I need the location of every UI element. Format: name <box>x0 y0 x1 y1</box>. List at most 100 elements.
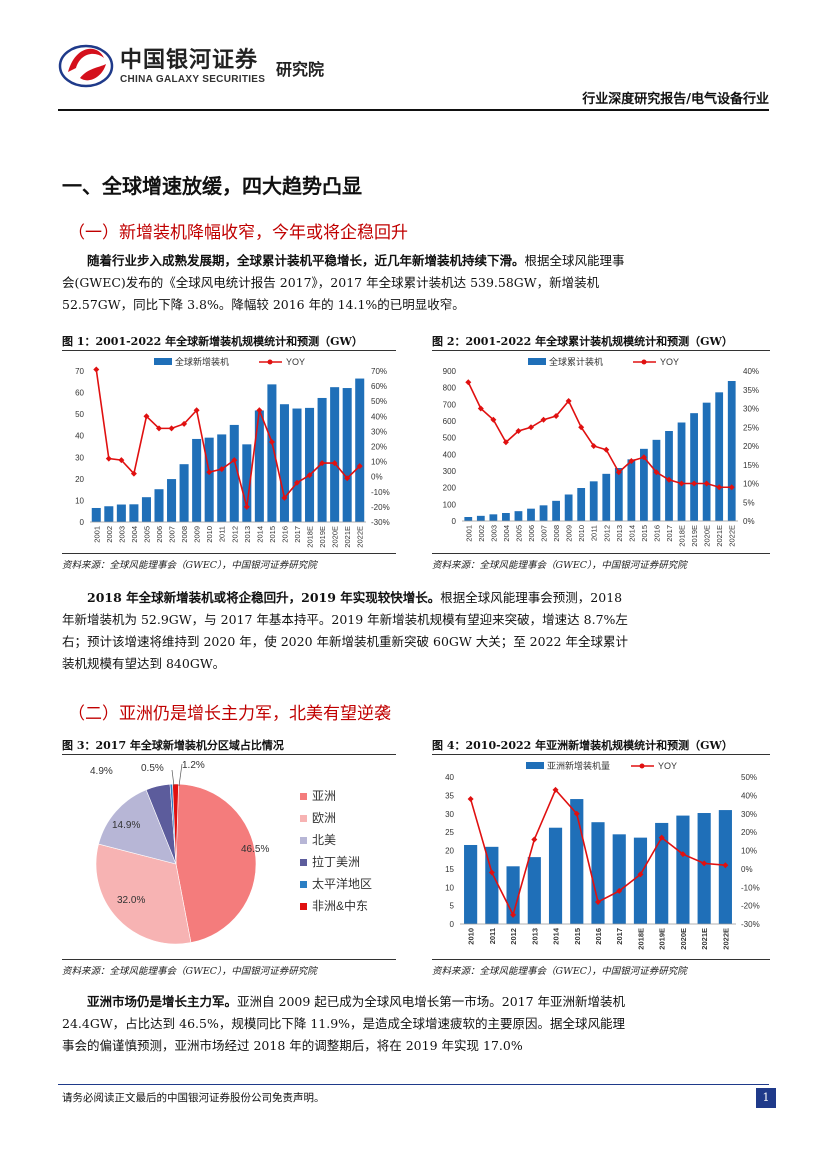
y-right-tick: 30% <box>743 405 759 414</box>
yoy-point <box>510 911 517 918</box>
yoy-point <box>281 494 288 501</box>
paragraph-1: 随着行业步入成熟发展期，全球累计装机平稳增长，近几年新增装机持续下滑。根据全球风… <box>62 250 630 316</box>
y-right-tick: 30% <box>741 810 757 819</box>
legend-line-label: YOY <box>286 357 305 367</box>
fig3-chart: 46.5% 32.0% 14.9% 4.9% 0.5% 1.2% 亚洲欧洲北美拉丁美洲太平洋… <box>90 760 372 945</box>
fig4-rule <box>432 754 770 755</box>
bar <box>665 431 673 521</box>
yoy-point <box>666 476 672 483</box>
fig4-source: 资料来源：全球风能理事会（GWEC），中国银河证券研究院 <box>432 966 687 977</box>
bar <box>242 444 252 522</box>
x-tick-label: 2019E <box>318 526 327 548</box>
legend-line-marker <box>639 763 645 769</box>
x-tick-label: 2014 <box>255 526 264 543</box>
x-tick-label: 2018E <box>306 526 315 548</box>
x-tick-label: 2011 <box>488 928 497 944</box>
pie-label: 14.9% <box>112 820 140 831</box>
bar <box>614 468 623 521</box>
fig1-title: 图 1：2001-2022 年全球新增装机规模统计和预测（GW） <box>62 335 363 348</box>
bar <box>502 513 510 521</box>
y-left-tick: 800 <box>443 384 457 393</box>
y-left-tick: 100 <box>443 500 457 509</box>
x-tick-label: 2007 <box>168 526 177 543</box>
yoy-point <box>168 425 175 432</box>
section-title: 一、全球增速放缓，四大趋势凸显 <box>62 174 362 198</box>
yoy-point <box>118 457 125 464</box>
x-tick-label: 2022E <box>356 526 365 548</box>
x-tick-label: 2016 <box>652 525 661 542</box>
y-right-tick: 15% <box>743 461 759 470</box>
pie-leader <box>171 769 175 787</box>
yoy-point <box>218 466 225 473</box>
x-tick-label: 2007 <box>540 525 549 542</box>
y-left-tick: 300 <box>443 467 457 476</box>
yoy-point <box>515 428 522 434</box>
x-tick-label: 2022E <box>721 928 730 950</box>
x-tick-label: 2012 <box>602 525 611 542</box>
pie-slice <box>175 783 257 943</box>
bar <box>279 404 289 522</box>
bar <box>697 813 711 924</box>
legend-bar-label: 全球累计装机 <box>549 356 603 367</box>
x-tick-label: 2002 <box>477 525 486 542</box>
x-tick-label: 2003 <box>489 525 498 542</box>
y-right-tick: 70% <box>371 367 387 376</box>
bar <box>702 402 711 521</box>
x-tick-label: 2015 <box>268 526 277 543</box>
yoy-line <box>467 381 732 489</box>
x-tick-label: 2020E <box>679 928 688 950</box>
brand-cn: 中国银河证券 <box>120 48 259 73</box>
y-right-tick: 0% <box>371 473 383 482</box>
paragraph-3: 亚洲市场仍是增长主力军。亚洲自 2009 起已成为全球风电增长第一市场。2017… <box>62 991 630 1057</box>
yoy-point <box>156 425 162 432</box>
yoy-point <box>603 446 610 453</box>
yoy-point <box>268 438 275 445</box>
yoy-point <box>243 503 250 510</box>
fig3-title: 图 3：2017 年全球新增装机分区域占比情况 <box>62 739 284 752</box>
x-tick-label: 2018E <box>636 928 645 950</box>
fig2-title: 图 2：2001-2022 年全球累计装机规模统计和预测（GW） <box>432 335 733 348</box>
report-type: 行业深度研究报告/电气设备行业 <box>582 92 769 107</box>
fig1-source: 资料来源：全球风能理事会（GWEC），中国银河证券研究院 <box>62 560 317 571</box>
x-tick-label: 2017 <box>293 526 302 543</box>
y-right-tick: -30% <box>371 518 390 527</box>
paragraph-1-lead: 随着行业步入成熟发展期，全球累计装机平稳增长，近几年新增装机持续下滑。 <box>87 253 525 268</box>
pie-legend-swatch <box>300 903 307 910</box>
y-right-tick: 40% <box>741 791 757 800</box>
x-tick-label: 2013 <box>530 928 539 945</box>
y-left-tick: 400 <box>443 450 457 459</box>
yoy-point <box>678 480 685 487</box>
y-left-tick: 60 <box>75 389 84 398</box>
x-tick-label: 2019E <box>658 928 667 950</box>
yoy-point <box>540 416 547 423</box>
fig1-rule-bottom <box>62 553 396 554</box>
y-left-tick: 10 <box>75 496 84 505</box>
bar <box>317 397 327 522</box>
paragraph-2-body: 根据全球风能理事会预测，2018 年新增装机为 52.9GW，与 2017 年基… <box>62 590 628 671</box>
x-tick-label: 2011 <box>218 526 227 542</box>
x-tick-label: 2010 <box>467 928 476 945</box>
x-tick-label: 2017 <box>615 928 624 945</box>
y-left-tick: 70 <box>75 367 84 376</box>
bar <box>602 473 611 521</box>
x-tick-label: 2015 <box>573 928 582 945</box>
y-left-tick: 20 <box>445 847 454 856</box>
bar <box>342 388 352 522</box>
bar <box>570 799 584 924</box>
x-tick-label: 2004 <box>130 526 139 543</box>
y-right-tick: 20% <box>743 442 759 451</box>
x-tick-label: 2018E <box>678 525 687 547</box>
yoy-point <box>615 469 622 476</box>
legend-bar-label: 亚洲新增装机量 <box>547 760 610 771</box>
x-tick-label: 2002 <box>105 526 114 543</box>
y-left-tick: 50 <box>75 410 84 419</box>
fig4-title: 图 4：2010-2022 年亚洲新增装机规模统计和预测（GW） <box>432 739 733 752</box>
bar <box>677 422 686 521</box>
x-tick-label: 2021E <box>343 526 352 548</box>
bar <box>676 815 690 924</box>
bar <box>192 438 202 522</box>
x-tick-label: 2001 <box>92 526 101 543</box>
y-right-tick: -20% <box>371 503 390 512</box>
yoy-point <box>573 810 580 817</box>
bar <box>633 837 648 924</box>
